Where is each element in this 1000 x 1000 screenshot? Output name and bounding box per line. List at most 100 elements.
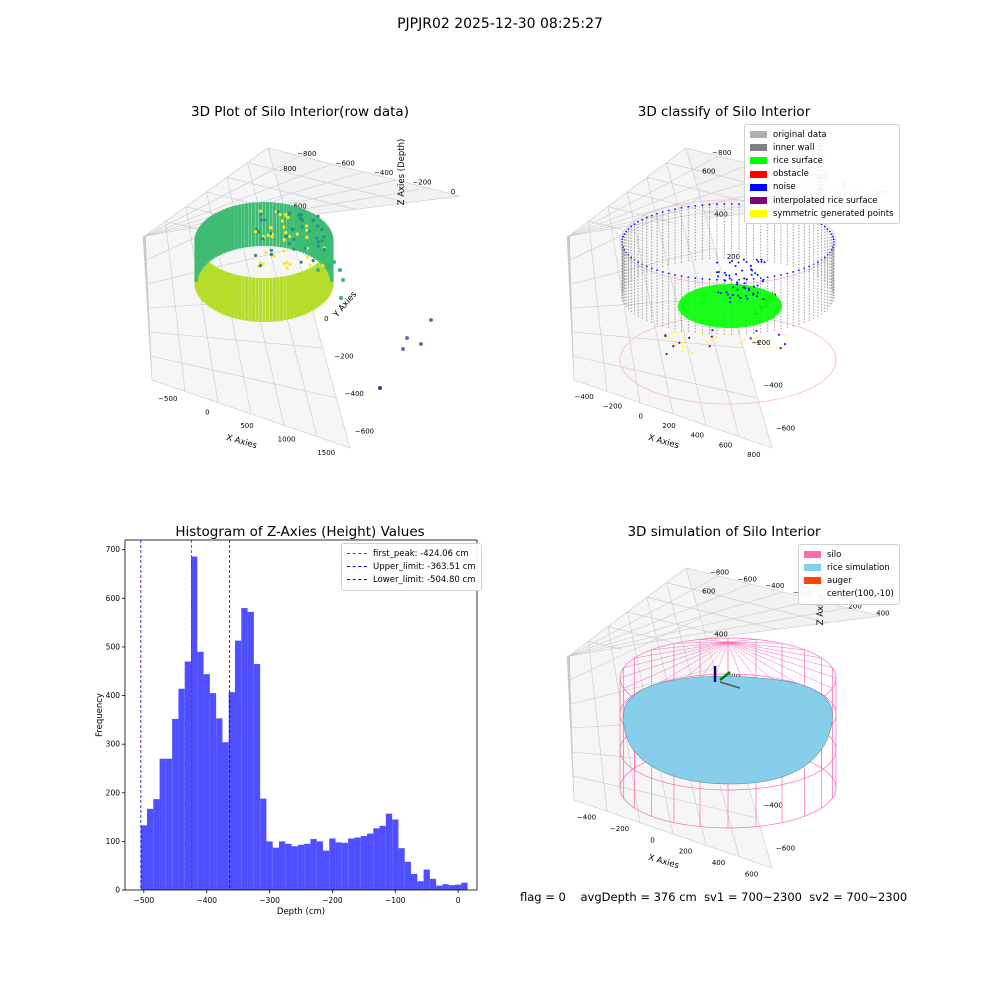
noise-point xyxy=(823,225,826,228)
noise-point xyxy=(726,293,729,296)
outlier-point xyxy=(316,268,320,272)
y-tick-label: 800 xyxy=(283,165,296,173)
histogram-bar xyxy=(266,841,273,890)
scatter-point xyxy=(316,244,321,248)
scatter-point xyxy=(287,242,291,246)
noise-point xyxy=(786,272,789,275)
histogram-bar xyxy=(398,848,405,890)
legend-item-noise: noise xyxy=(750,181,894,194)
noise-point xyxy=(728,261,731,264)
noise-point xyxy=(701,204,704,207)
rice-surface xyxy=(678,284,782,328)
x-axis-label: X Axies xyxy=(647,433,680,451)
y-axis-label: Frequency xyxy=(95,693,105,737)
symmetric-point xyxy=(776,346,779,349)
silo-wireframe xyxy=(634,641,729,659)
noise-point xyxy=(729,301,732,304)
histogram-bar xyxy=(455,884,462,890)
noise-point xyxy=(756,295,759,298)
symmetric-point xyxy=(668,335,671,338)
noise-point xyxy=(694,204,697,207)
noise-point xyxy=(667,209,670,212)
y-tick-label: 600 xyxy=(293,202,306,210)
noise-point xyxy=(728,274,731,277)
x-tick-label: 200 xyxy=(662,422,675,430)
silo-wireframe xyxy=(727,641,833,668)
scatter-point xyxy=(286,215,290,220)
noise-point xyxy=(832,235,834,238)
x-tick-label: 0 xyxy=(456,896,461,905)
noise-point xyxy=(725,274,728,277)
x-tick-label: −400 xyxy=(575,393,594,401)
scatter-point xyxy=(311,258,315,263)
noise-point xyxy=(633,223,636,226)
y-tick-label: −600 xyxy=(776,845,795,853)
histogram-bar xyxy=(335,842,342,890)
symmetric-point xyxy=(673,330,676,333)
noise-point xyxy=(736,281,739,284)
scatter-point xyxy=(308,263,312,267)
legend-swatch xyxy=(804,551,821,559)
symmetric-point xyxy=(777,333,781,336)
x-tick-label: 1500 xyxy=(317,449,335,457)
scatter-point xyxy=(305,235,309,239)
y-tick-label: −200 xyxy=(334,352,353,360)
noise-point xyxy=(716,278,718,281)
outlier-point xyxy=(429,318,433,322)
scatter-point xyxy=(269,231,273,236)
noise-point xyxy=(832,238,835,241)
x-tick-label: 800 xyxy=(747,451,760,459)
figure-title: PJPJR02 2025-12-30 08:25:27 xyxy=(397,16,603,32)
silo-wireframe xyxy=(727,641,822,659)
panel2-3d-plot: −400−2000200400600800−600−400−2000200400… xyxy=(566,139,887,459)
scatter-point xyxy=(315,236,319,240)
legend-swatch xyxy=(750,131,767,139)
noise-point xyxy=(680,275,683,278)
noise-point xyxy=(674,208,676,210)
z-tick-label: −400 xyxy=(765,582,784,590)
x-tick-label: −500 xyxy=(134,896,155,905)
noise-point xyxy=(738,203,740,206)
histogram-bar xyxy=(285,843,292,890)
x-tick-label: 1000 xyxy=(278,436,296,444)
noise-point xyxy=(661,271,664,273)
histogram-bar xyxy=(436,885,443,890)
silo-wireframe xyxy=(700,639,729,643)
grid-line xyxy=(567,235,571,261)
scatter-point xyxy=(316,214,320,218)
scatter-point xyxy=(305,255,310,259)
z-tick-label: 400 xyxy=(876,610,889,618)
noise-point xyxy=(674,274,676,276)
noise-point xyxy=(627,228,630,230)
noise-point xyxy=(762,298,765,301)
sv1-text: sv1 = 700~2300 xyxy=(704,890,802,904)
silo-wireframe xyxy=(727,641,783,644)
scatter-point xyxy=(269,248,274,252)
noise-point xyxy=(719,292,722,295)
legend-item-upper-limit: Upper_limit: -363.51 cm xyxy=(347,560,476,573)
histogram-bar xyxy=(354,837,361,890)
rice-simulation-surface xyxy=(623,675,833,785)
legend-swatch xyxy=(804,577,821,585)
legend-line xyxy=(347,579,367,581)
outlier-point xyxy=(328,263,332,267)
legend-item-first-peak: first_peak: -424.06 cm xyxy=(347,547,476,560)
avg-depth-text: avgDepth = 376 cm xyxy=(580,890,697,904)
silo-wireframe xyxy=(623,641,729,668)
noise-point xyxy=(732,286,735,289)
noise-point xyxy=(760,260,763,263)
symmetric-point xyxy=(670,332,673,335)
scatter-point xyxy=(282,249,286,253)
noise-point xyxy=(760,258,763,261)
histogram-bar xyxy=(379,825,386,890)
scatter-point xyxy=(253,229,258,234)
x-tick-label: −300 xyxy=(259,896,280,905)
scatter-point xyxy=(288,262,292,266)
histogram-bar xyxy=(222,742,229,890)
noise-point xyxy=(757,260,760,263)
outlier-point xyxy=(338,268,342,272)
scatter-point xyxy=(297,213,301,217)
silo-wireframe xyxy=(727,641,805,650)
scatter-point xyxy=(284,234,289,238)
noise-point xyxy=(752,293,755,296)
